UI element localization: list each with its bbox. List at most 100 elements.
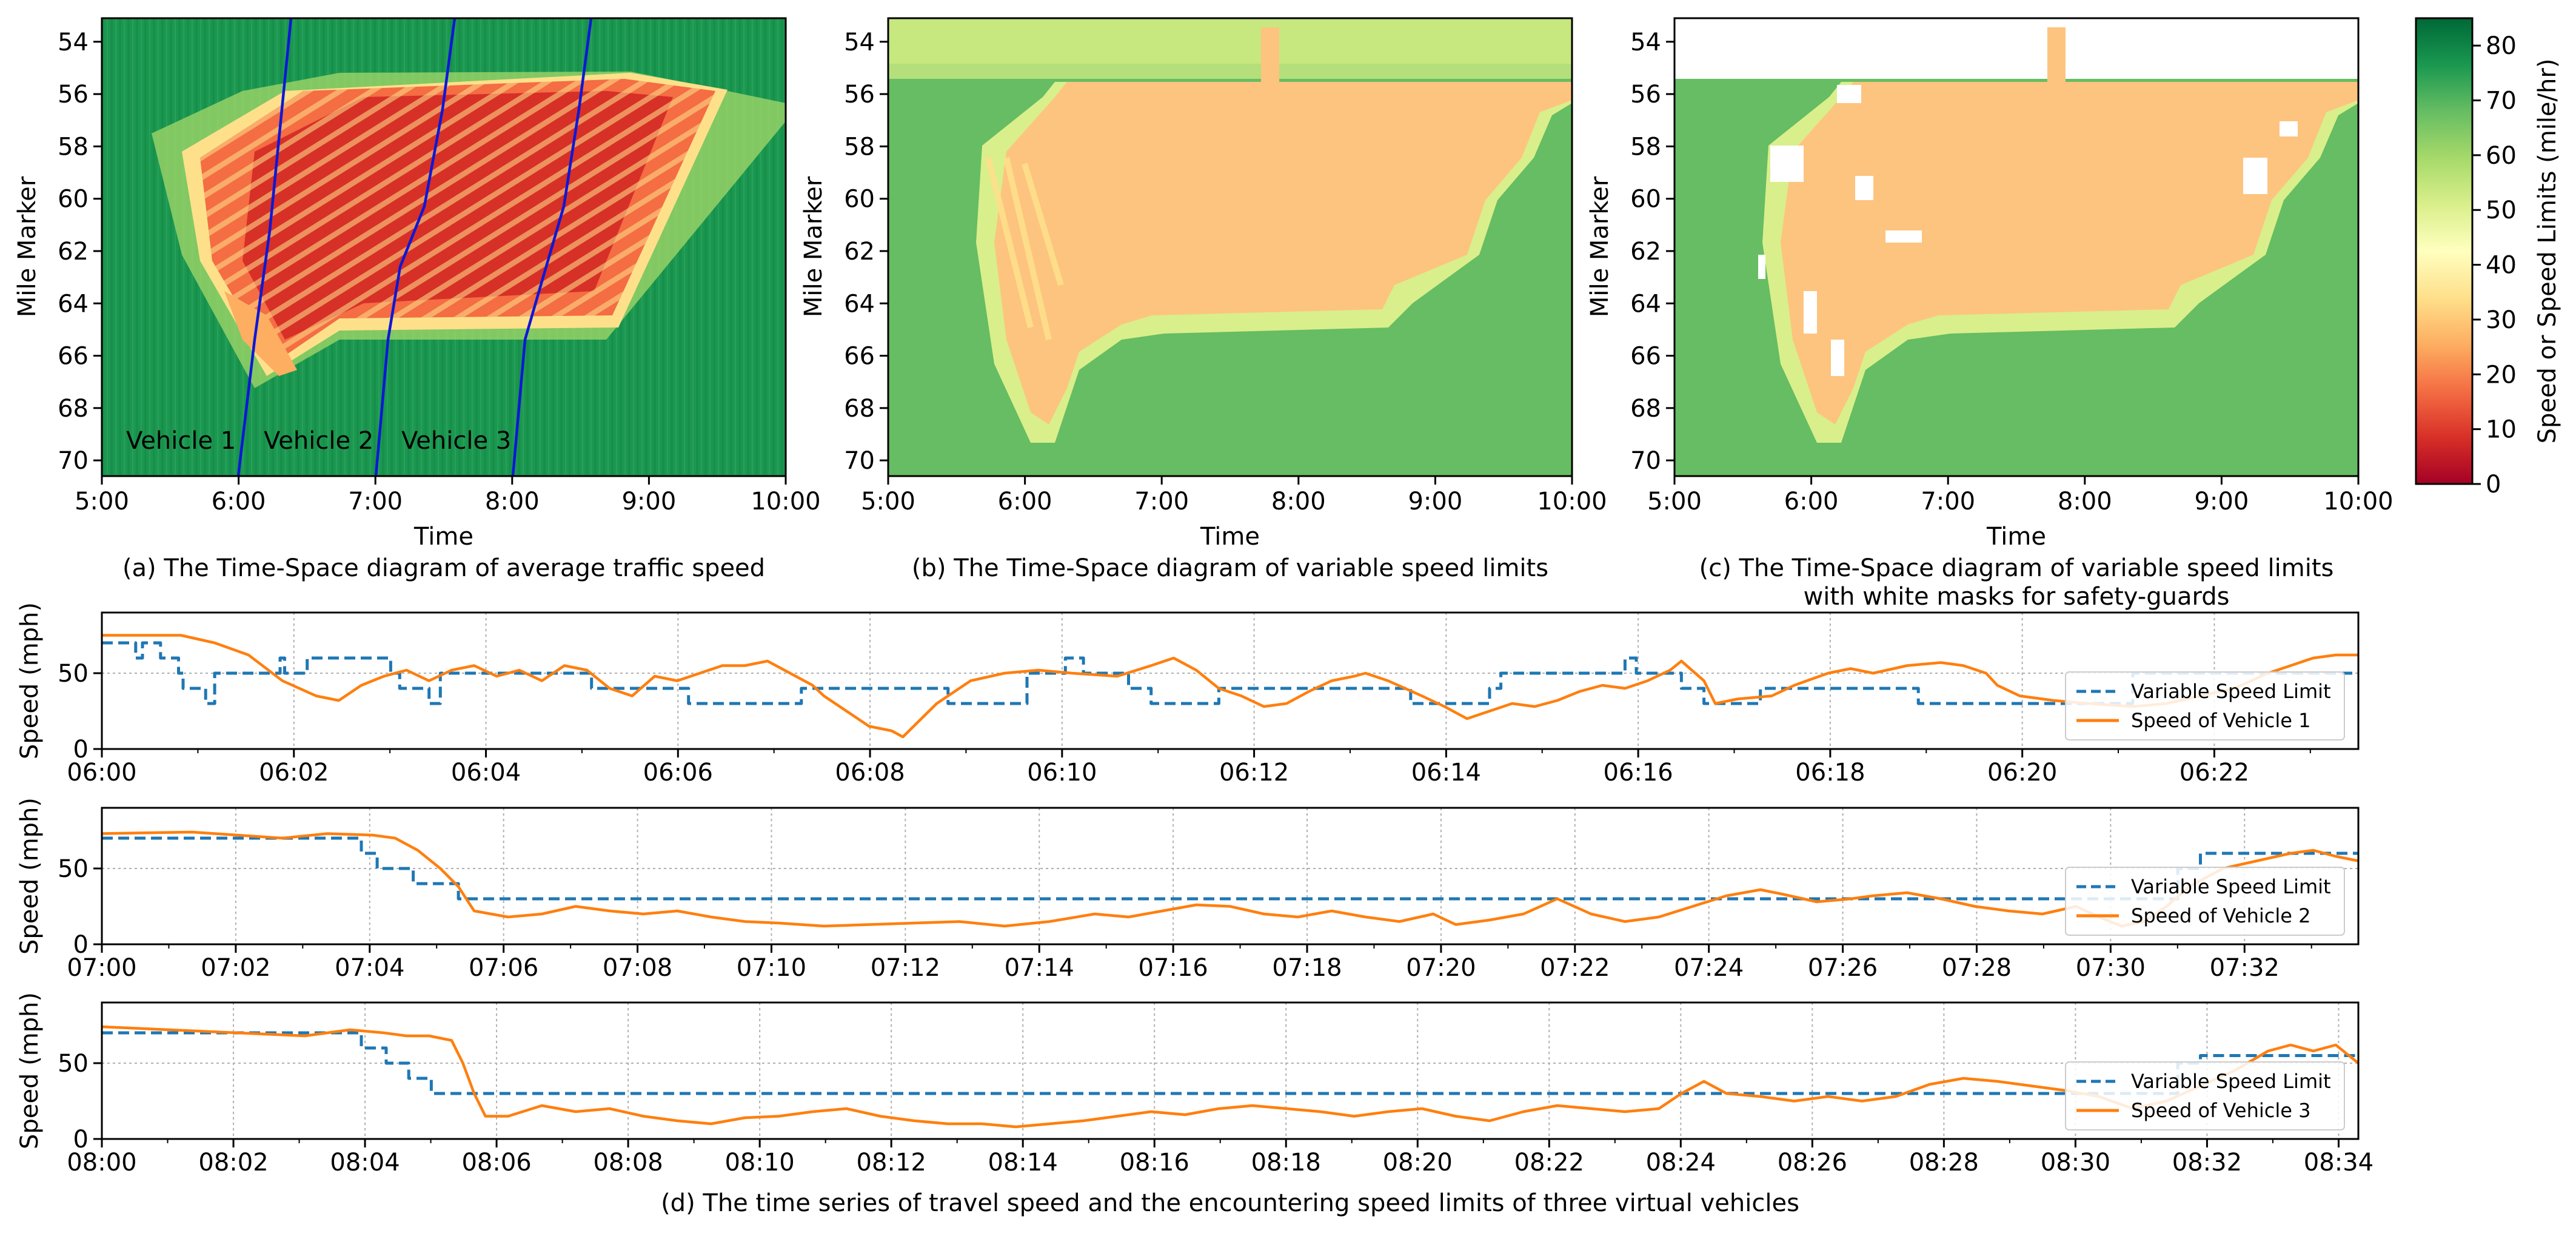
panel-b-ytick-label: 56 (844, 81, 875, 109)
panel-a-ytick-label: 60 (58, 186, 89, 213)
panel-a-caption: (a) The Time-Space diagram of average tr… (122, 554, 765, 582)
ts2-xtick-label: 07:28 (1942, 954, 2012, 982)
panel-a-axes: 5:00 6:00 7:00 8:00 9:00 10:00 54 56 58 60 62 64 66 6… (58, 29, 821, 516)
panel-c-ytick-label: 68 (1630, 395, 1661, 423)
panel-c-xtick-label: 8:00 (2058, 488, 2112, 516)
ts2-ylabel: Speed (mph) (16, 798, 44, 955)
ts3-vehicle-speed-line (101, 1025, 2360, 1129)
colorbar: 0 10 20 30 40 50 60 70 80 Speed or Speed Limits … (2415, 17, 2561, 499)
ts1-speed-limit-line (102, 641, 2358, 705)
ts3-xtick-label: 08:08 (593, 1149, 663, 1177)
ts1-ytick-label: 50 (58, 660, 89, 688)
ts1-xtick-label: 06:16 (1603, 759, 1673, 787)
vsl-mark-3 (1022, 163, 1064, 286)
panel-a-ytick-label: 66 (58, 343, 89, 371)
panel-c-ytick-label: 64 (1630, 290, 1661, 318)
mask-3 (1885, 230, 1922, 243)
panel-a-ytick-label: 62 (58, 238, 89, 266)
panel-d-caption: (d) The time series of travel speed and … (661, 1189, 1799, 1217)
ts3-xtick-label: 08:18 (1251, 1149, 1321, 1177)
ts1-xtick-label: 06:04 (451, 759, 521, 787)
ts1-legend-label: Variable Speed Limit (2131, 680, 2331, 703)
ts3-legend-label: Speed of Vehicle 3 (2131, 1099, 2310, 1122)
ts2-xtick-label: 07:22 (1540, 954, 1610, 982)
colorbar-tick-label: 40 (2486, 252, 2517, 280)
panel-a-xtick-label: 8:00 (485, 488, 540, 516)
ts3-xtick-label: 08:10 (724, 1149, 794, 1177)
panel-b-ytick-label: 54 (844, 29, 875, 56)
ts2-legend-label: Variable Speed Limit (2131, 875, 2331, 898)
colorbar-tick-label: 20 (2486, 361, 2517, 389)
panel-c-ytick-label: 70 (1630, 447, 1661, 475)
colorbar-tick-label: 70 (2486, 87, 2517, 115)
ts1-xtick-label: 06:14 (1411, 759, 1481, 787)
ts1-xtick-label: 06:06 (643, 759, 713, 787)
vehicle-3-label: Vehicle 3 (401, 427, 511, 455)
panel-c-frame (1673, 17, 2360, 477)
panel-b-ytick-label: 62 (844, 238, 875, 266)
vsl-upstream-band-2 (888, 64, 1572, 79)
panel-c-ytick-label: 58 (1630, 133, 1661, 161)
panel-c-xtick-label: 5:00 (1647, 488, 1702, 516)
vehicle-1-trajectory (236, 18, 293, 476)
mask-8 (2280, 121, 2298, 136)
ts1-vehicle-speed-line (102, 634, 2358, 739)
colorbar-tick-label: 0 (2486, 471, 2501, 499)
panel-b-ytick-label: 64 (844, 290, 875, 318)
ts2-ytick-label: 50 (58, 855, 89, 883)
panel-b-ytick-label: 66 (844, 343, 875, 371)
ts3-xtick-label: 08:28 (1909, 1149, 1979, 1177)
colorbar-gradient (2415, 17, 2474, 485)
ts2-xtick-label: 07:02 (201, 954, 270, 982)
panel-c: 5:00 6:00 7:00 8:00 9:00 10:00 54 56 58 60 62 64 66 6… (1586, 17, 2394, 611)
panel-a: 5:00 6:00 7:00 8:00 9:00 10:00 54 56 58 60 62 64 66 6… (13, 17, 821, 582)
safety-guard-masks (1758, 85, 2298, 376)
ts3-frame (101, 1001, 2360, 1140)
panel-a-ytick-label: 64 (58, 290, 89, 318)
time-series-vehicle-3: 08:00 08:02 08:04 08:06 08:08 08:10 08:12 08:14… (16, 992, 2374, 1177)
panel-c-xlabel: Time (1986, 523, 2046, 551)
ts1-legend-label: Speed of Vehicle 1 (2131, 709, 2310, 732)
vehicle-2-label: Vehicle 2 (264, 427, 373, 455)
vsl-upstream-band (888, 18, 1572, 64)
vehicle-2-trajectory (374, 18, 457, 476)
ts1-xtick-label: 06:20 (1987, 759, 2057, 787)
ts1-xtick-label: 06:08 (835, 759, 905, 787)
panel-c-ytick-label: 56 (1630, 81, 1661, 109)
panel-b: 5:00 6:00 7:00 8:00 9:00 10:00 54 56 58 60 62 64 66 6… (800, 17, 1607, 582)
colorbar-tick-label: 10 (2486, 416, 2517, 444)
colorbar-tick-label: 50 (2486, 196, 2517, 224)
colorbar-tick-label: 60 (2486, 142, 2517, 170)
ts3-xtick-label: 08:22 (1514, 1149, 1584, 1177)
panel-c-ytick-label: 66 (1630, 343, 1661, 371)
panel-b-xlabel: Time (1200, 523, 1260, 551)
panel-a-xlabel: Time (413, 523, 473, 551)
ts3-xtick-label: 08:02 (198, 1149, 268, 1177)
ts1-xtick-label: 06:02 (259, 759, 329, 787)
vsl-congested (994, 82, 1572, 425)
ts1-xtick-label: 06:10 (1027, 759, 1097, 787)
congestion-streaks (200, 79, 715, 364)
vsl-mark-2 (1003, 156, 1052, 341)
vsl-mark-1 (985, 156, 1034, 329)
ts2-xtick-label: 07:06 (469, 954, 538, 982)
time-series-vehicle-1: 06:00 06:02 06:04 06:06 06:08 06:10 06:12 06:14… (16, 602, 2360, 787)
panel-b-ytick-label: 70 (844, 447, 875, 475)
ts1-xtick-label: 06:12 (1219, 759, 1289, 787)
panel-c-ytick-label: 54 (1630, 29, 1661, 56)
vsl-diagonal-marks (985, 156, 1064, 341)
panel-c-xtick-label: 10:00 (2323, 488, 2393, 516)
panel-a-xtick-label: 10:00 (751, 488, 820, 516)
ts3-legend-label: Variable Speed Limit (2131, 1070, 2331, 1093)
ts2-xtick-label: 07:24 (1674, 954, 1744, 982)
ts1-frame (101, 611, 2360, 750)
panel-a-ytick-label: 68 (58, 395, 89, 423)
mask-5 (1831, 340, 1844, 376)
ts1-ylabel: Speed (mph) (16, 602, 44, 759)
panel-b-xtick-label: 5:00 (861, 488, 915, 516)
ts3-xtick-label: 08:04 (330, 1149, 400, 1177)
ts3-xtick-label: 08:26 (1778, 1149, 1847, 1177)
ts3-xtick-label: 08:24 (1646, 1149, 1716, 1177)
vehicle-1-label: Vehicle 1 (126, 427, 236, 455)
